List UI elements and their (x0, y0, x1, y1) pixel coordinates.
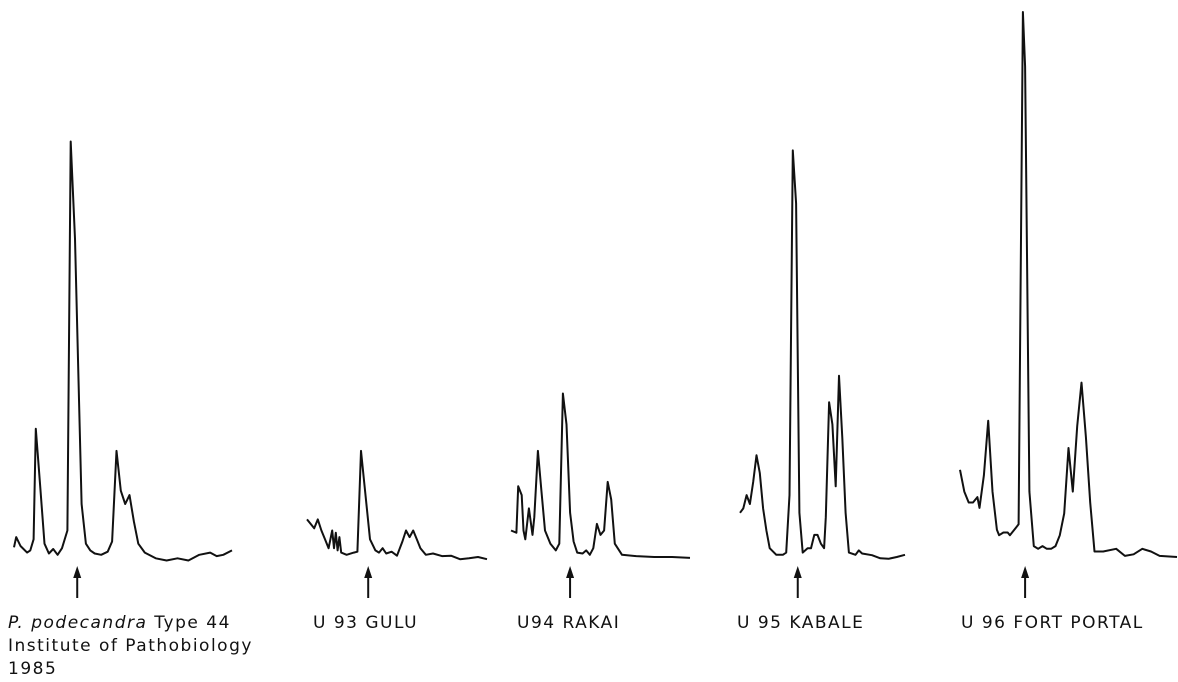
trace-4 (959, 11, 1178, 558)
caption-3: U 95 KABALE (737, 612, 864, 635)
injection-arrow-2 (566, 566, 575, 598)
caption-text: U94 RAKAI (517, 613, 621, 633)
trace-2 (510, 392, 691, 559)
caption-4: U 96 FORT PORTAL (961, 612, 1144, 635)
trace-0 (13, 140, 233, 562)
trace-1 (306, 449, 488, 561)
caption-year: 1985 (8, 659, 58, 679)
injection-arrow-4 (1021, 566, 1030, 598)
caption-institute: Institute of Pathobiology (8, 636, 253, 656)
caption-2: U94 RAKAI (517, 612, 620, 635)
caption-0: P. podecandra Type 44 Institute of Patho… (8, 612, 253, 681)
caption-text: U 93 GULU (313, 613, 419, 633)
injection-arrow-0 (73, 566, 82, 598)
caption-1: U 93 GULU (313, 612, 418, 635)
caption-text: U 96 FORT PORTAL (961, 613, 1144, 633)
injection-arrow-1 (364, 566, 373, 598)
injection-arrow-3 (793, 566, 802, 598)
caption-species: P. podecandra (8, 613, 148, 633)
caption-type: Type 44 (147, 613, 231, 633)
caption-text: U 95 KABALE (737, 613, 865, 633)
trace-3 (739, 149, 906, 560)
